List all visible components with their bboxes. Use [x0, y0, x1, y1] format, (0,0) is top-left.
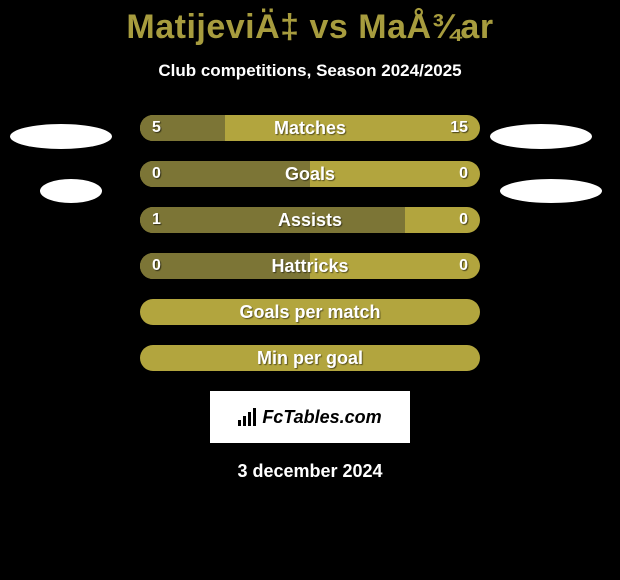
date-label: 3 december 2024	[0, 461, 620, 482]
decorative-ellipse	[490, 124, 592, 149]
stat-value-right: 15	[450, 115, 468, 141]
stat-bar: Goals0 0	[140, 161, 480, 187]
stat-label: Goals per match	[140, 299, 480, 325]
stat-value-left: 0	[152, 253, 161, 279]
stat-label: Min per goal	[140, 345, 480, 371]
decorative-ellipse	[10, 124, 112, 149]
stat-row: Assists1 0	[140, 207, 480, 233]
stat-bar: Assists1 0	[140, 207, 480, 233]
stat-value-left: 0	[152, 161, 161, 187]
bar-chart-icon	[238, 408, 256, 426]
stat-row: Matches5 15	[140, 115, 480, 141]
stat-row: Min per goal	[140, 345, 480, 371]
stat-value-right: 0	[459, 207, 468, 233]
stat-value-left: 1	[152, 207, 161, 233]
stat-label: Goals	[140, 161, 480, 187]
stat-row: Goals0 0	[140, 161, 480, 187]
stat-bar: Goals per match	[140, 299, 480, 325]
stat-value-right: 0	[459, 253, 468, 279]
stats-container: Matches515Goals00Assists10Hattricks00Goa…	[0, 115, 620, 371]
page-title: MatijeviÄ‡ vs MaÅ¾ar	[0, 0, 620, 47]
decorative-ellipse	[40, 179, 102, 203]
decorative-ellipse	[500, 179, 602, 203]
stat-label: Hattricks	[140, 253, 480, 279]
stat-bar: Hattricks0 0	[140, 253, 480, 279]
stat-row: Goals per match	[140, 299, 480, 325]
stat-row: Hattricks0 0	[140, 253, 480, 279]
stat-bar: Matches5 15	[140, 115, 480, 141]
brand-box: FcTables.com	[210, 391, 410, 443]
stat-value-right: 0	[459, 161, 468, 187]
stat-label: Assists	[140, 207, 480, 233]
subtitle: Club competitions, Season 2024/2025	[0, 61, 620, 81]
stat-bar: Min per goal	[140, 345, 480, 371]
stat-value-left: 5	[152, 115, 161, 141]
brand-text: FcTables.com	[262, 407, 381, 428]
stat-label: Matches	[140, 115, 480, 141]
